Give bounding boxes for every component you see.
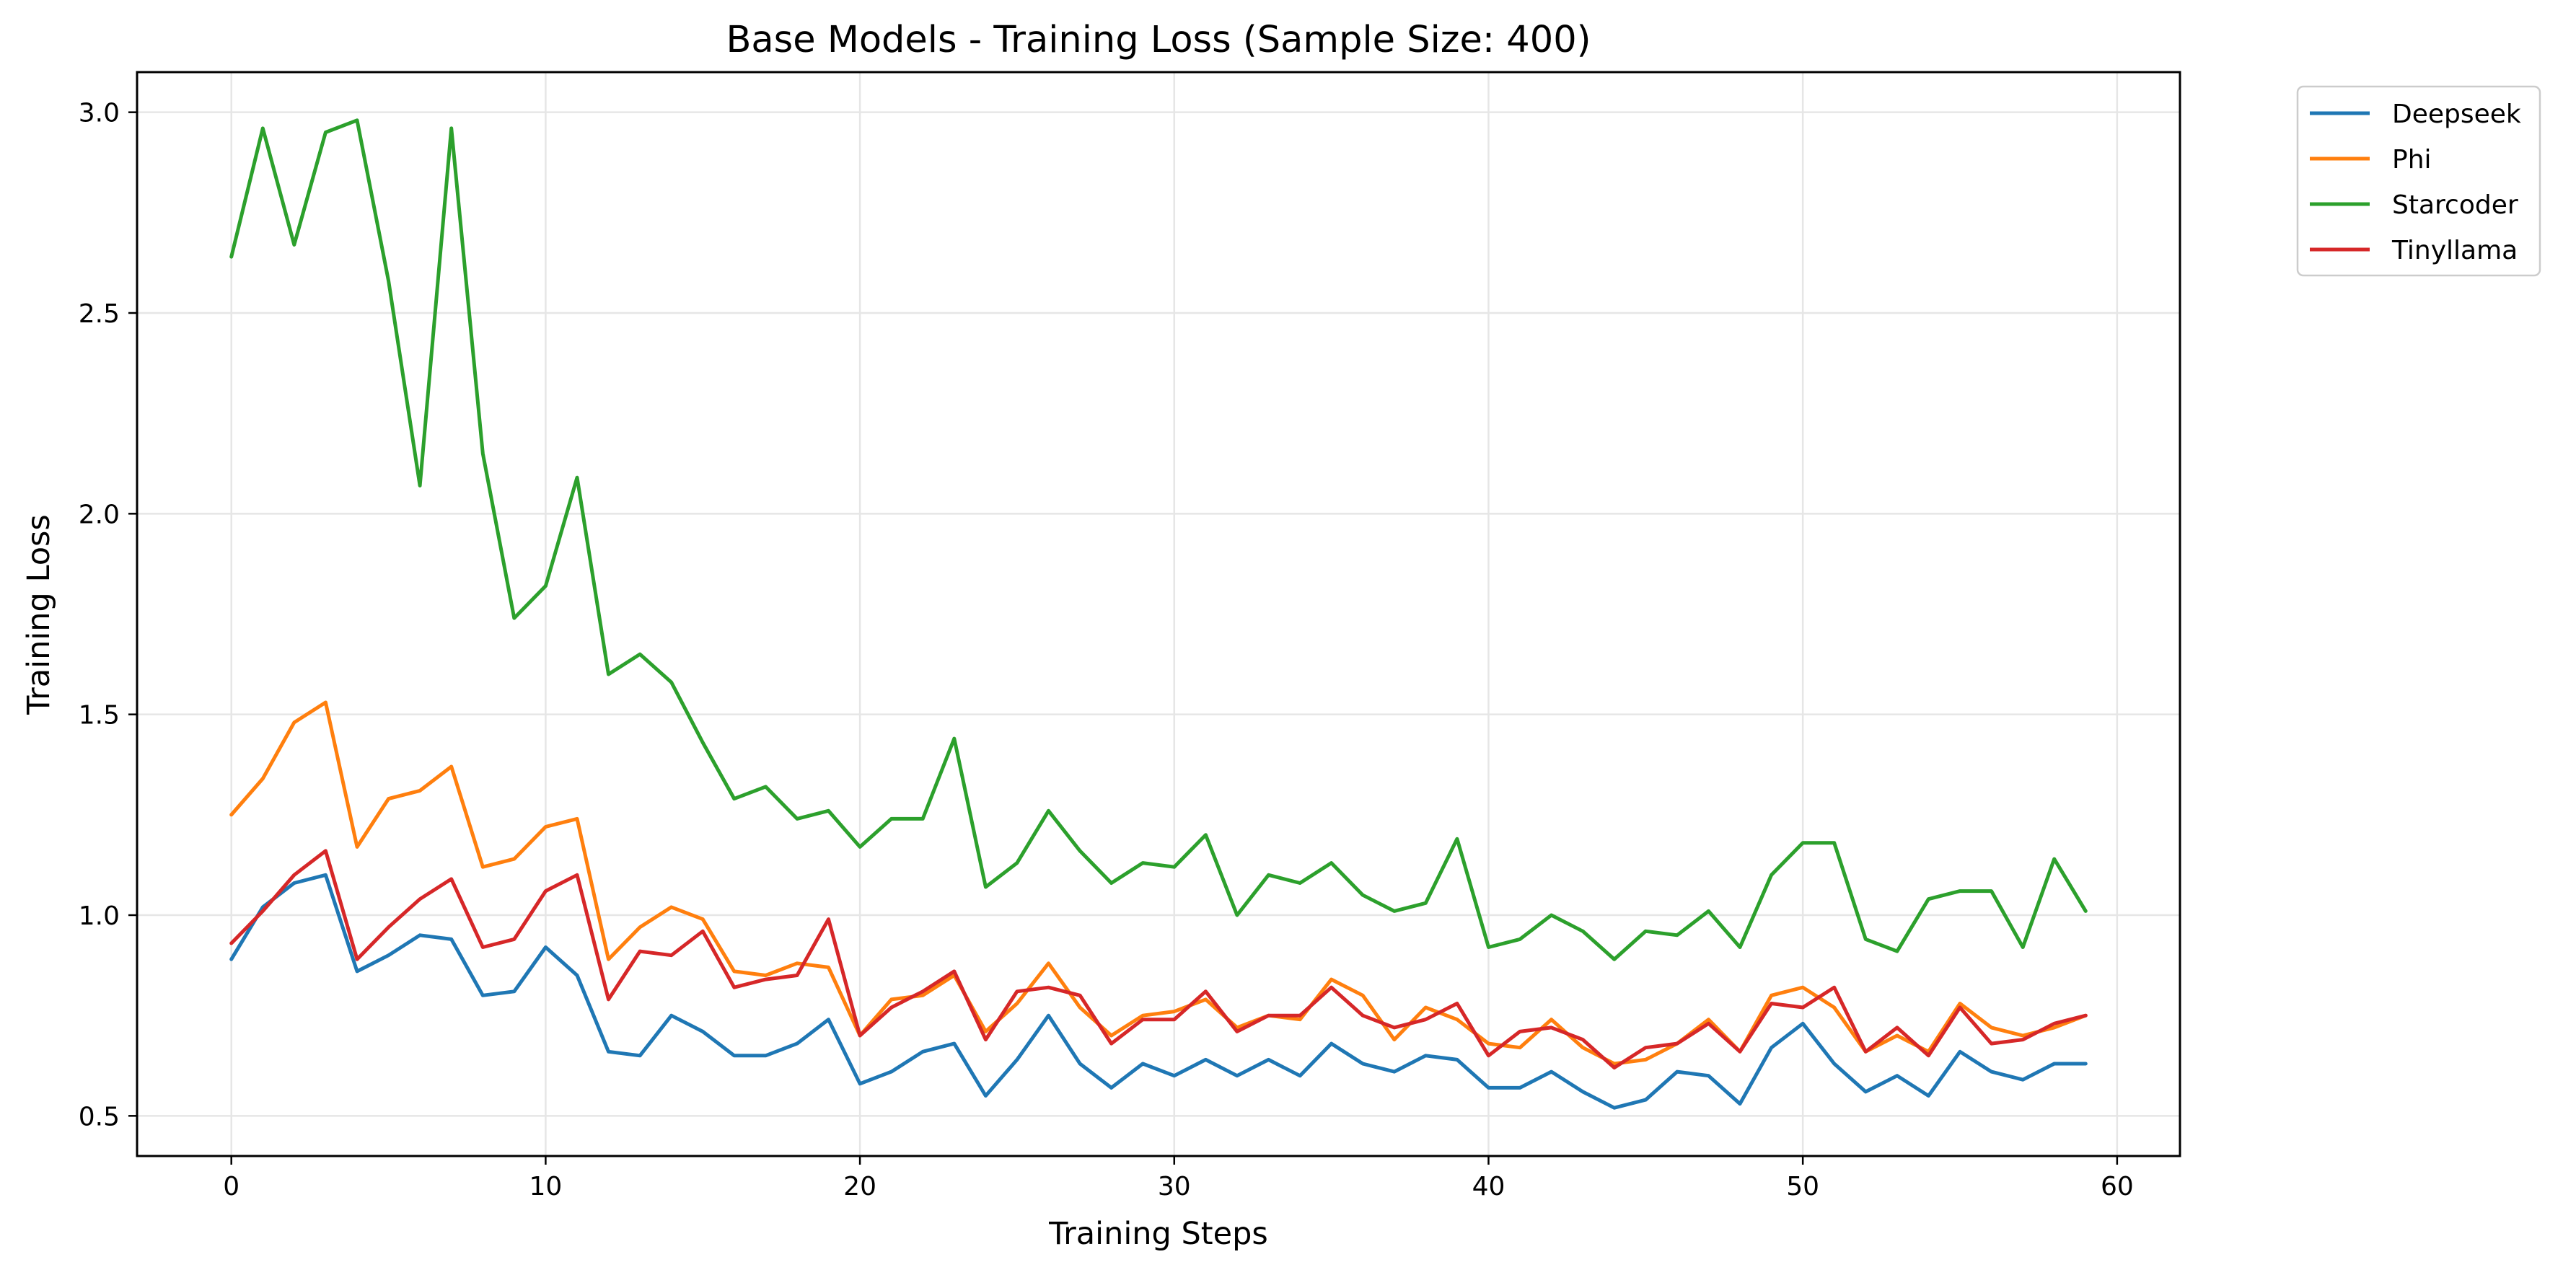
legend-label-starcoder: Starcoder [2392,190,2518,220]
x-tick-label: 0 [223,1172,239,1201]
plot-frame [136,71,2181,1157]
grid-lines [137,72,2180,1156]
legend: Deepseek Phi Starcoder Tinyllama [2296,85,2541,277]
x-tick-label: 60 [2101,1172,2134,1201]
legend-box [2296,85,2541,277]
chart-title: Base Models - Training Loss (Sample Size… [726,19,1591,61]
series-line-phi [229,700,2088,1066]
x-axis-title: Training Steps [1048,1216,1268,1252]
y-axis-ticks: 0.5 1.0 1.5 2.0 2.5 3.0 [79,99,137,1131]
x-tick-label: 50 [1786,1172,1819,1201]
y-tick-label: 1.0 [79,901,120,931]
y-tick-label: 3.0 [79,99,120,128]
x-tick-label: 10 [529,1172,562,1201]
y-axis-title: Training Loss [21,514,57,715]
series-line-deepseek [229,873,2088,1110]
series-line-starcoder [229,118,2088,961]
y-tick-label: 1.5 [79,701,120,731]
x-tick-label: 30 [1158,1172,1191,1201]
y-tick-label: 0.5 [79,1102,120,1131]
x-axis-ticks: 0 10 20 30 40 50 60 [223,1156,2134,1201]
legend-label-tinyllama: Tinyllama [2391,236,2518,265]
y-tick-label: 2.0 [79,500,120,529]
series-line-tinyllama [229,849,2088,1069]
series-lines [229,118,2088,1110]
legend-label-phi: Phi [2392,145,2432,175]
y-tick-label: 2.5 [79,299,120,329]
legend-label-deepseek: Deepseek [2392,100,2521,129]
x-tick-label: 20 [843,1172,876,1201]
x-tick-label: 40 [1472,1172,1505,1201]
